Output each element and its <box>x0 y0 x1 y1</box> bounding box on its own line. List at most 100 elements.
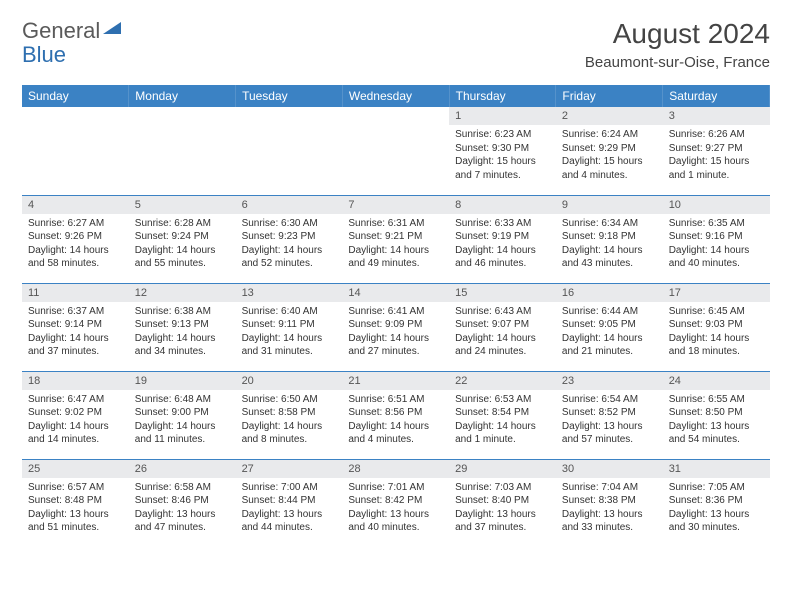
logo-text-2: Blue <box>22 42 66 68</box>
sunset-text: Sunset: 8:56 PM <box>348 406 443 420</box>
sunset-text: Sunset: 8:54 PM <box>455 406 550 420</box>
sunrise-text: Sunrise: 7:00 AM <box>242 481 337 495</box>
day-details: Sunrise: 7:04 AMSunset: 8:38 PMDaylight:… <box>556 478 663 540</box>
day-number: 18 <box>22 372 129 390</box>
sunrise-text: Sunrise: 6:45 AM <box>669 305 764 319</box>
sunset-text: Sunset: 9:03 PM <box>669 318 764 332</box>
day-number: 31 <box>663 460 770 478</box>
calendar-day-cell: 30Sunrise: 7:04 AMSunset: 8:38 PMDayligh… <box>556 459 663 547</box>
day-number: 12 <box>129 284 236 302</box>
calendar-day-cell <box>236 107 343 195</box>
calendar-day-cell: 10Sunrise: 6:35 AMSunset: 9:16 PMDayligh… <box>663 195 770 283</box>
sunset-text: Sunset: 9:30 PM <box>455 142 550 156</box>
daylight-text: Daylight: 14 hours and 8 minutes. <box>242 420 337 447</box>
day-number: 14 <box>342 284 449 302</box>
sunset-text: Sunset: 9:09 PM <box>348 318 443 332</box>
sunset-text: Sunset: 9:21 PM <box>348 230 443 244</box>
calendar-day-cell: 18Sunrise: 6:47 AMSunset: 9:02 PMDayligh… <box>22 371 129 459</box>
sunrise-text: Sunrise: 6:37 AM <box>28 305 123 319</box>
calendar-day-cell: 29Sunrise: 7:03 AMSunset: 8:40 PMDayligh… <box>449 459 556 547</box>
weekday-header: Wednesday <box>342 85 449 107</box>
calendar-week-row: 11Sunrise: 6:37 AMSunset: 9:14 PMDayligh… <box>22 283 770 371</box>
calendar-day-cell: 28Sunrise: 7:01 AMSunset: 8:42 PMDayligh… <box>342 459 449 547</box>
sunrise-text: Sunrise: 6:44 AM <box>562 305 657 319</box>
daylight-text: Daylight: 14 hours and 21 minutes. <box>562 332 657 359</box>
daylight-text: Daylight: 13 hours and 57 minutes. <box>562 420 657 447</box>
calendar-day-cell: 31Sunrise: 7:05 AMSunset: 8:36 PMDayligh… <box>663 459 770 547</box>
sunset-text: Sunset: 9:29 PM <box>562 142 657 156</box>
weekday-header: Thursday <box>449 85 556 107</box>
day-details: Sunrise: 6:58 AMSunset: 8:46 PMDaylight:… <box>129 478 236 540</box>
sunset-text: Sunset: 8:46 PM <box>135 494 230 508</box>
daylight-text: Daylight: 14 hours and 24 minutes. <box>455 332 550 359</box>
daylight-text: Daylight: 14 hours and 1 minute. <box>455 420 550 447</box>
calendar-day-cell: 14Sunrise: 6:41 AMSunset: 9:09 PMDayligh… <box>342 283 449 371</box>
daylight-text: Daylight: 15 hours and 4 minutes. <box>562 155 657 182</box>
day-details: Sunrise: 6:55 AMSunset: 8:50 PMDaylight:… <box>663 390 770 452</box>
daylight-text: Daylight: 13 hours and 47 minutes. <box>135 508 230 535</box>
day-number: 8 <box>449 196 556 214</box>
sunrise-text: Sunrise: 6:50 AM <box>242 393 337 407</box>
daylight-text: Daylight: 14 hours and 11 minutes. <box>135 420 230 447</box>
calendar-day-cell: 15Sunrise: 6:43 AMSunset: 9:07 PMDayligh… <box>449 283 556 371</box>
calendar-day-cell <box>342 107 449 195</box>
day-details: Sunrise: 6:23 AMSunset: 9:30 PMDaylight:… <box>449 125 556 187</box>
sunset-text: Sunset: 8:52 PM <box>562 406 657 420</box>
calendar-day-cell <box>22 107 129 195</box>
sunrise-text: Sunrise: 6:38 AM <box>135 305 230 319</box>
sunset-text: Sunset: 9:02 PM <box>28 406 123 420</box>
daylight-text: Daylight: 14 hours and 37 minutes. <box>28 332 123 359</box>
calendar-day-cell: 8Sunrise: 6:33 AMSunset: 9:19 PMDaylight… <box>449 195 556 283</box>
daylight-text: Daylight: 14 hours and 58 minutes. <box>28 244 123 271</box>
day-details: Sunrise: 6:31 AMSunset: 9:21 PMDaylight:… <box>342 214 449 276</box>
day-number: 16 <box>556 284 663 302</box>
sunset-text: Sunset: 9:14 PM <box>28 318 123 332</box>
day-details: Sunrise: 6:37 AMSunset: 9:14 PMDaylight:… <box>22 302 129 364</box>
day-details: Sunrise: 6:45 AMSunset: 9:03 PMDaylight:… <box>663 302 770 364</box>
day-details: Sunrise: 6:50 AMSunset: 8:58 PMDaylight:… <box>236 390 343 452</box>
day-details: Sunrise: 7:00 AMSunset: 8:44 PMDaylight:… <box>236 478 343 540</box>
sunrise-text: Sunrise: 6:48 AM <box>135 393 230 407</box>
day-number: 20 <box>236 372 343 390</box>
calendar-day-cell: 12Sunrise: 6:38 AMSunset: 9:13 PMDayligh… <box>129 283 236 371</box>
sunset-text: Sunset: 8:38 PM <box>562 494 657 508</box>
calendar-day-cell: 4Sunrise: 6:27 AMSunset: 9:26 PMDaylight… <box>22 195 129 283</box>
calendar-day-cell: 11Sunrise: 6:37 AMSunset: 9:14 PMDayligh… <box>22 283 129 371</box>
sunset-text: Sunset: 8:48 PM <box>28 494 123 508</box>
daylight-text: Daylight: 14 hours and 43 minutes. <box>562 244 657 271</box>
day-details: Sunrise: 6:33 AMSunset: 9:19 PMDaylight:… <box>449 214 556 276</box>
weekday-header: Tuesday <box>236 85 343 107</box>
sunrise-text: Sunrise: 6:57 AM <box>28 481 123 495</box>
calendar-day-cell: 23Sunrise: 6:54 AMSunset: 8:52 PMDayligh… <box>556 371 663 459</box>
day-details: Sunrise: 6:38 AMSunset: 9:13 PMDaylight:… <box>129 302 236 364</box>
day-number: 29 <box>449 460 556 478</box>
sunset-text: Sunset: 8:58 PM <box>242 406 337 420</box>
weekday-header: Friday <box>556 85 663 107</box>
sunrise-text: Sunrise: 7:05 AM <box>669 481 764 495</box>
daylight-text: Daylight: 15 hours and 1 minute. <box>669 155 764 182</box>
day-details: Sunrise: 6:26 AMSunset: 9:27 PMDaylight:… <box>663 125 770 187</box>
day-number: 28 <box>342 460 449 478</box>
sunset-text: Sunset: 8:50 PM <box>669 406 764 420</box>
daylight-text: Daylight: 14 hours and 18 minutes. <box>669 332 764 359</box>
weekday-header: Monday <box>129 85 236 107</box>
sunset-text: Sunset: 8:40 PM <box>455 494 550 508</box>
sunrise-text: Sunrise: 6:55 AM <box>669 393 764 407</box>
calendar-day-cell: 17Sunrise: 6:45 AMSunset: 9:03 PMDayligh… <box>663 283 770 371</box>
day-number: 27 <box>236 460 343 478</box>
day-details: Sunrise: 6:44 AMSunset: 9:05 PMDaylight:… <box>556 302 663 364</box>
day-details: Sunrise: 6:30 AMSunset: 9:23 PMDaylight:… <box>236 214 343 276</box>
day-details: Sunrise: 6:41 AMSunset: 9:09 PMDaylight:… <box>342 302 449 364</box>
sunset-text: Sunset: 8:44 PM <box>242 494 337 508</box>
sunset-text: Sunset: 9:23 PM <box>242 230 337 244</box>
day-number: 25 <box>22 460 129 478</box>
calendar-day-cell: 22Sunrise: 6:53 AMSunset: 8:54 PMDayligh… <box>449 371 556 459</box>
sunset-text: Sunset: 9:11 PM <box>242 318 337 332</box>
day-details: Sunrise: 6:47 AMSunset: 9:02 PMDaylight:… <box>22 390 129 452</box>
daylight-text: Daylight: 14 hours and 40 minutes. <box>669 244 764 271</box>
calendar-day-cell: 5Sunrise: 6:28 AMSunset: 9:24 PMDaylight… <box>129 195 236 283</box>
day-details: Sunrise: 6:40 AMSunset: 9:11 PMDaylight:… <box>236 302 343 364</box>
sunrise-text: Sunrise: 6:51 AM <box>348 393 443 407</box>
sunrise-text: Sunrise: 6:23 AM <box>455 128 550 142</box>
day-details: Sunrise: 6:34 AMSunset: 9:18 PMDaylight:… <box>556 214 663 276</box>
